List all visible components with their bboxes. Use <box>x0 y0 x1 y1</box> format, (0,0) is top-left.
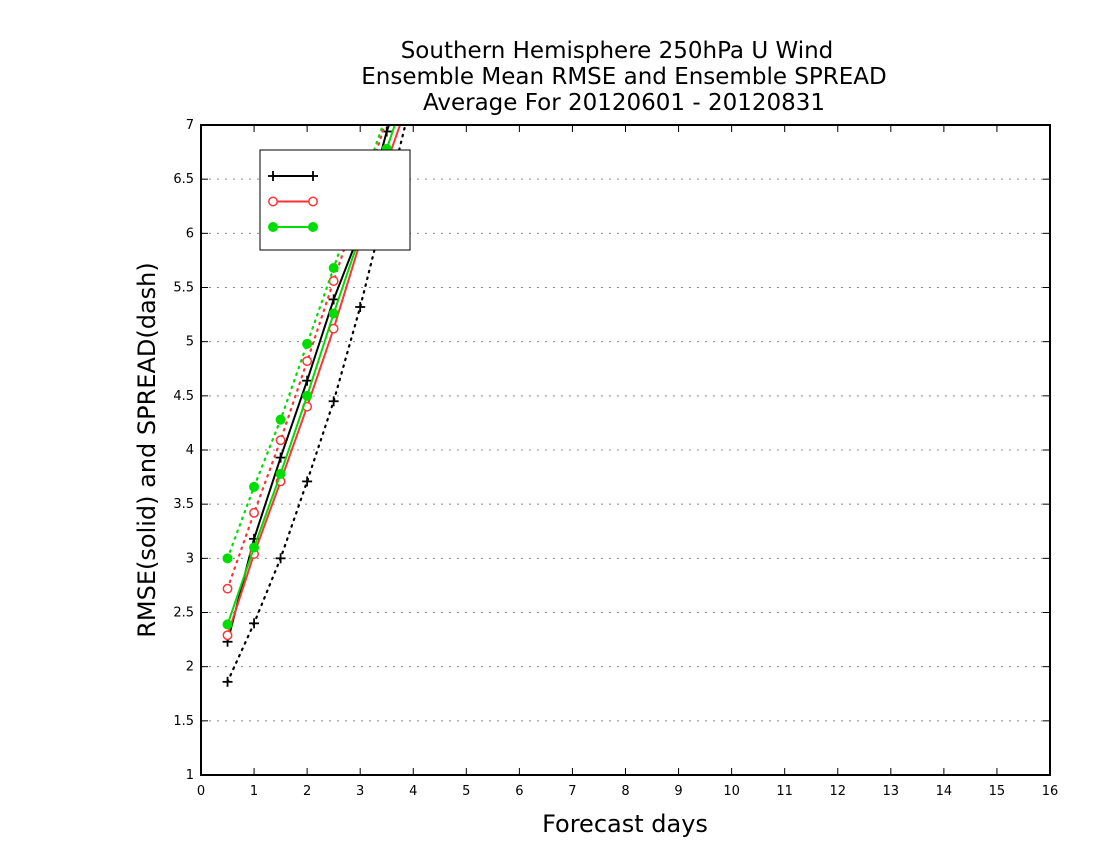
x-tick-label: 1 <box>250 784 258 799</box>
chart-title: Southern Hemisphere 250hPa U Wind Ensemb… <box>361 38 886 116</box>
x-tick-label: 4 <box>409 784 417 799</box>
x-tick-label: 9 <box>674 784 682 799</box>
series-3-rmse-point <box>328 308 339 319</box>
y-tick-label: 4.5 <box>173 389 194 404</box>
x-tick-label: 5 <box>462 784 470 799</box>
x-tick-label: 15 <box>989 784 1006 799</box>
legend-marker-right <box>308 171 318 181</box>
series-2-spread-point <box>249 507 260 518</box>
series-3-spread-point <box>275 414 286 425</box>
series-1-spread-point <box>249 618 260 629</box>
legend-marker-right <box>308 222 318 232</box>
series-3-rmse-point <box>302 390 313 401</box>
series-3-spread-point <box>382 110 391 119</box>
x-tick-label: 16 <box>1042 784 1059 799</box>
series-1-spread-point <box>328 396 339 407</box>
x-tick-label: 3 <box>356 784 364 799</box>
legend-marker-left <box>268 222 278 232</box>
y-tick-label: 3 <box>186 551 194 566</box>
series-2-spread-point <box>222 583 233 594</box>
y-tick-label: 6 <box>186 226 194 241</box>
series-1-rmse-point <box>302 375 313 386</box>
series-1-rmse-point <box>275 452 286 463</box>
series-3-rmse-point <box>222 619 233 630</box>
y-tick-label: 6.5 <box>173 172 194 187</box>
series-1-spread-point <box>222 676 233 687</box>
series-3-spread-point <box>222 553 233 564</box>
y-tick-label: 4 <box>186 443 194 458</box>
plot-frame <box>200 124 1051 776</box>
legend-box <box>259 149 411 251</box>
legend-marker-left <box>268 196 278 207</box>
y-tick-label: 7 <box>186 118 194 133</box>
series-3-spread-point <box>328 263 339 273</box>
x-tick-label: 6 <box>515 784 523 799</box>
y-tick-label: 5.5 <box>173 281 194 296</box>
series-3-rmse-point <box>249 542 260 553</box>
y-axis-label: RMSE(solid) and SPREAD(dash) <box>133 262 161 638</box>
x-tick-label: 2 <box>303 784 311 799</box>
x-tick-label: 13 <box>883 784 900 799</box>
series-2-spread-point <box>275 435 286 446</box>
series-1-rmse-point <box>328 294 339 305</box>
x-axis-label: Forecast days <box>542 810 708 838</box>
y-axis-ticks: 1 1.5 2 2.5 3 3.5 4 4.5 5 5.5 6 6.5 7 <box>173 118 1050 783</box>
series-2-rmse-point <box>222 630 233 641</box>
x-tick-label: 8 <box>621 784 629 799</box>
x-tick-label: 0 <box>197 784 205 799</box>
x-tick-label: 11 <box>776 784 793 799</box>
series-2-spread-point <box>383 115 391 123</box>
x-tick-label: 7 <box>568 784 576 799</box>
chart-title-line-2: Ensemble Mean RMSE and Ensemble SPREAD <box>361 64 886 90</box>
y-tick-label: 2.5 <box>173 606 194 621</box>
series-3-spread-point <box>302 338 313 349</box>
series-3-rmse-point <box>275 468 286 479</box>
series-3-spread-point <box>249 481 260 492</box>
x-axis-ticks: 0 1 2 3 4 5 6 7 8 9 10 11 12 13 14 15 16 <box>197 125 1058 799</box>
gridlines <box>201 178 1050 722</box>
series-2-spread-point <box>302 356 313 367</box>
legend-marker-left <box>268 171 278 181</box>
y-tick-label: 5 <box>186 335 194 350</box>
series-1-spread-point <box>275 553 286 564</box>
x-tick-label: 12 <box>829 784 846 799</box>
chart-title-line-3: Average For 20120601 - 20120831 <box>423 90 825 116</box>
legend <box>259 149 411 251</box>
plot-series <box>222 110 407 687</box>
series-1-spread-point <box>302 476 313 487</box>
y-tick-label: 2 <box>186 660 194 675</box>
y-tick-label: 1 <box>186 768 194 783</box>
y-tick-label: 1.5 <box>173 714 194 729</box>
x-tick-label: 10 <box>723 784 740 799</box>
x-tick-label: 14 <box>936 784 953 799</box>
series-2-spread-point <box>328 276 339 286</box>
legend-marker-right <box>308 196 318 207</box>
chart-title-line-1: Southern Hemisphere 250hPa U Wind <box>401 38 834 64</box>
series-1-spread-point <box>355 302 366 312</box>
y-tick-label: 3.5 <box>173 497 194 512</box>
